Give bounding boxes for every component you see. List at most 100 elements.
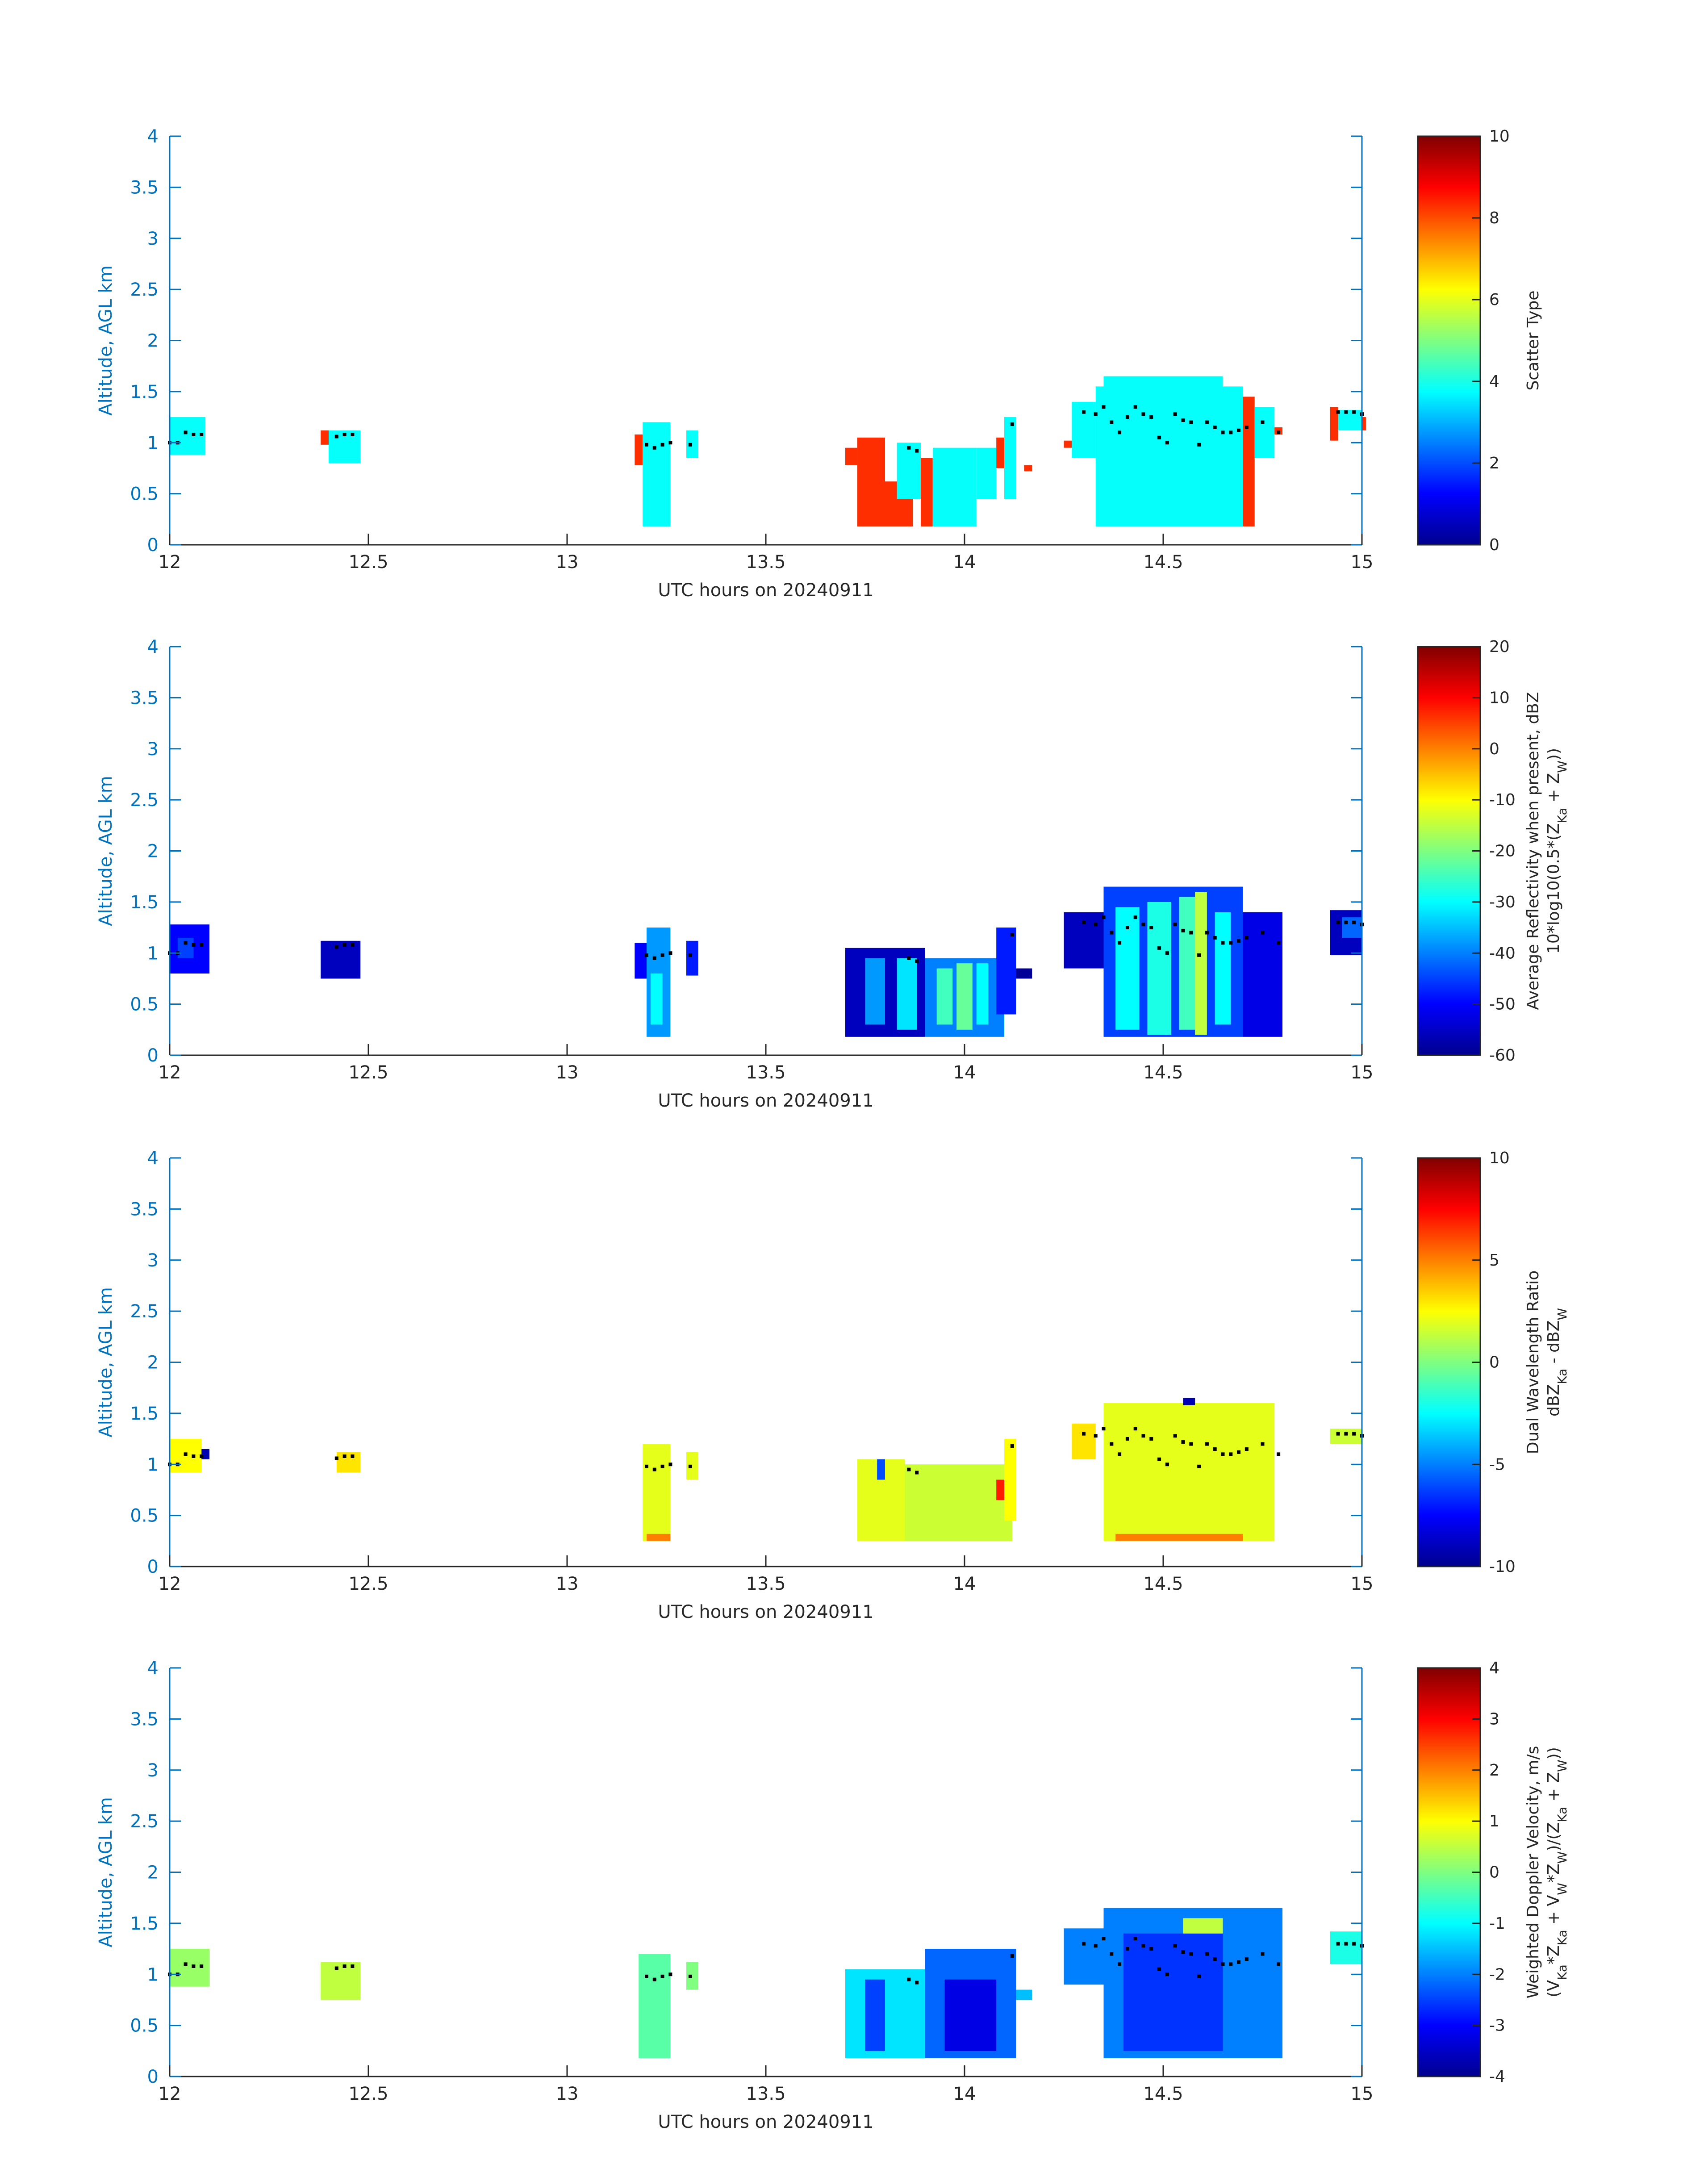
colorbar-label-2: 10*log10(0.5*(ZKa + ZW)) xyxy=(1545,748,1570,954)
cloud-base-dot xyxy=(1205,931,1209,935)
cloud-base-dot xyxy=(688,443,692,447)
cloud-base-dot xyxy=(1181,418,1185,422)
heatmap-cell xyxy=(956,963,973,1030)
cloud-base-dot xyxy=(1157,1457,1161,1461)
cloud-base-dot xyxy=(688,1464,692,1468)
cloud-base-dot xyxy=(1261,420,1265,424)
x-tick-label: 13.5 xyxy=(746,2084,785,2104)
colorbar: -4 -3 -2 -1 0 1 2 3 4 Weighted Doppler Velocity, … xyxy=(1417,1659,1570,2086)
heatmap-cell xyxy=(996,928,1016,1015)
heatmap-cell xyxy=(643,422,671,526)
x-tick-label: 15 xyxy=(1351,1574,1374,1594)
colorbar-tick-label: -10 xyxy=(1489,1558,1516,1576)
heatmap-cell xyxy=(1243,397,1255,526)
colorbar-tick-label: 10 xyxy=(1489,127,1510,146)
x-tick-label: 12.5 xyxy=(348,1574,388,1594)
cloud-base-dot xyxy=(660,1464,664,1468)
x-tick-label: 14.5 xyxy=(1143,1574,1183,1594)
cloud-base-dot xyxy=(334,1456,338,1460)
cloud-base-dot xyxy=(1102,1937,1106,1941)
y-tick-label: 4 xyxy=(147,1148,159,1169)
heatmap-cell xyxy=(877,1459,885,1480)
heatmap-cell xyxy=(321,1962,361,2000)
cloud-base-dot xyxy=(1197,953,1201,957)
cloud-base-dot xyxy=(1205,1442,1209,1446)
y-tick-label: 0 xyxy=(147,2067,159,2087)
x-tick-label: 12.5 xyxy=(348,2084,388,2104)
colorbar-tick-label: 10 xyxy=(1489,1149,1510,1167)
cloud-base-dot xyxy=(200,943,204,947)
cloud-base-dot xyxy=(1205,1952,1209,1956)
cloud-base-dot xyxy=(342,943,347,947)
heatmap-cell xyxy=(321,940,361,979)
y-tick-label: 2 xyxy=(147,331,159,351)
cloud-base-dot xyxy=(1149,1947,1153,1951)
x-axis-label: UTC hours on 20240911 xyxy=(658,2112,873,2132)
y-tick-label: 4 xyxy=(147,1658,159,1679)
cloud-base-dot xyxy=(1110,420,1114,424)
colorbar-tick-label: 2 xyxy=(1489,1761,1499,1780)
cloud-base-dot xyxy=(660,1974,664,1978)
y-tick-label: 3 xyxy=(147,1250,159,1271)
cloud-base-dot xyxy=(1277,1452,1281,1456)
cloud-base-dot xyxy=(1261,1442,1265,1446)
x-tick-label: 14.5 xyxy=(1143,2084,1183,2104)
heatmap-cell xyxy=(1362,417,1366,430)
cloud-base-dot xyxy=(915,959,919,963)
cloud-base-dot xyxy=(1157,1967,1161,1971)
y-tick-label: 3 xyxy=(147,229,159,249)
cloud-base-dot xyxy=(1344,1432,1348,1436)
heatmap-cell xyxy=(336,1452,361,1473)
cloud-base-dot xyxy=(1352,1432,1356,1436)
cloud-base-dot xyxy=(1133,405,1137,409)
heatmap-cell xyxy=(1024,465,1032,472)
heatmap-cell xyxy=(170,1949,209,1987)
cloud-base-dot xyxy=(184,1962,188,1966)
cloud-base-dot xyxy=(342,1964,347,1968)
cloud-base-dot xyxy=(660,953,664,957)
cloud-base-dot xyxy=(1157,946,1161,950)
heatmap-cell xyxy=(647,1534,671,1541)
cloud-base-dot xyxy=(1165,441,1169,445)
heatmap-cells xyxy=(170,1398,1362,1541)
cloud-base-dot xyxy=(1221,941,1225,945)
cloud-base-dot xyxy=(1110,1952,1114,1956)
cloud-base-dot xyxy=(915,1471,919,1475)
cloud-base-dot xyxy=(184,941,188,945)
cloud-base-dot xyxy=(652,446,656,450)
colorbar: 0 2 4 6 8 10 Scatter Type xyxy=(1417,127,1542,554)
colorbar: -10 -5 0 5 10 Dual Wavelength Ratio dBZKa - dB… xyxy=(1417,1149,1570,1576)
y-tick-label: 2.5 xyxy=(130,790,159,811)
y-axis-label: Altitude, AGL km xyxy=(96,776,116,926)
x-tick-label: 15 xyxy=(1351,2084,1374,2104)
cloud-base-dot xyxy=(645,953,648,957)
heatmap-cell xyxy=(996,1479,1004,1500)
cloud-base-dot xyxy=(1344,920,1348,924)
cloud-base-dot xyxy=(1181,1440,1185,1444)
heatmap-cell xyxy=(686,1962,698,1990)
y-tick-label: 3.5 xyxy=(130,1199,159,1220)
y-tick-label: 1.5 xyxy=(130,1914,159,1934)
cloud-base-dot xyxy=(1244,936,1249,940)
cloud-base-dot xyxy=(915,449,919,453)
y-axis-label: Altitude, AGL km xyxy=(96,1797,116,1947)
heatmap-cell xyxy=(1004,417,1016,499)
cloud-base-dot xyxy=(668,441,672,445)
cloud-base-dot xyxy=(1133,1427,1137,1431)
cloud-base-dot xyxy=(1221,1452,1225,1456)
x-tick-label: 14.5 xyxy=(1143,1062,1183,1083)
cloud-base-dot xyxy=(1118,430,1122,435)
colorbar-label: Average Reflectivity when present, dBZ xyxy=(1524,692,1542,1010)
cloud-base-dot xyxy=(907,956,911,960)
heatmap-cell xyxy=(177,937,194,958)
colorbar-tick-label: 20 xyxy=(1489,638,1510,656)
cloud-base-dot xyxy=(915,1981,919,1985)
cloud-base-dot xyxy=(907,1977,911,1981)
colorbar-tick-label: -4 xyxy=(1489,2068,1505,2086)
cloud-base-dot xyxy=(1082,920,1086,924)
y-tick-label: 1 xyxy=(147,1964,159,1985)
cloud-base-dot xyxy=(1244,425,1249,429)
y-tick-label: 3.5 xyxy=(130,1709,159,1730)
y-tick-label: 2 xyxy=(147,1863,159,1883)
